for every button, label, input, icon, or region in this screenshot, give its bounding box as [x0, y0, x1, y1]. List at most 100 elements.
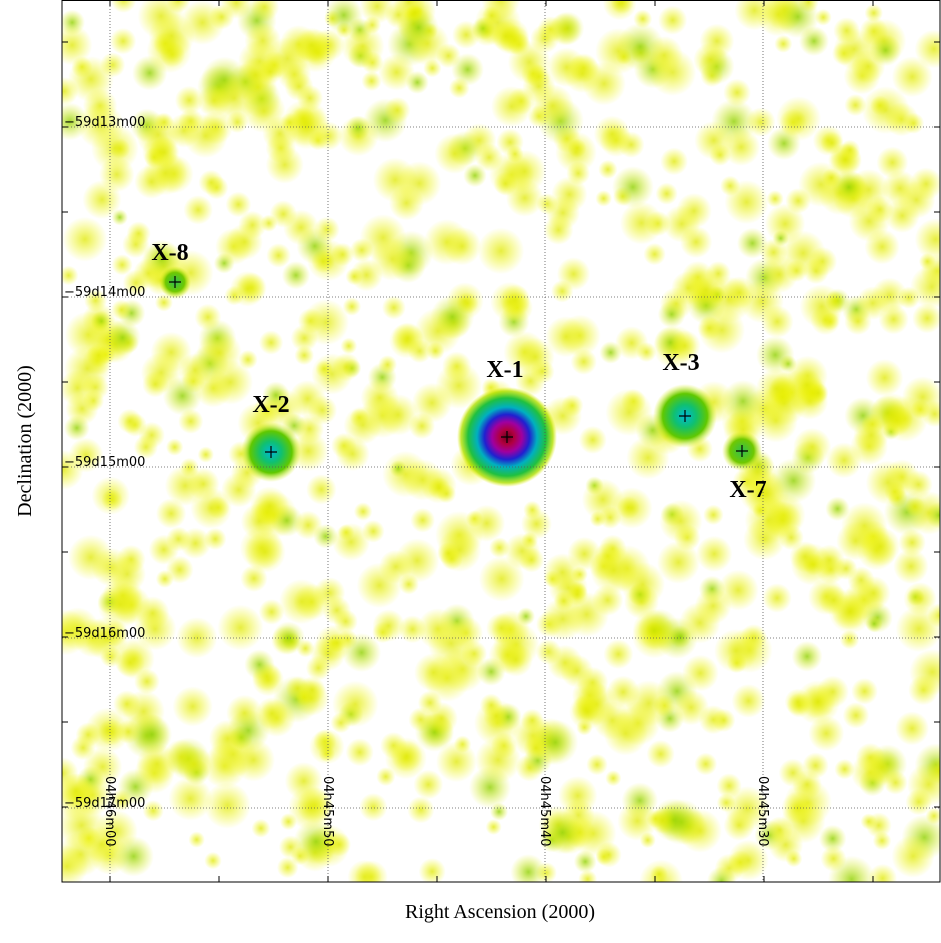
- noise-blob: [198, 446, 214, 462]
- noise-blob: [291, 847, 309, 865]
- noise-blob: [238, 211, 266, 239]
- noise-blob: [214, 253, 235, 274]
- noise-blob: [544, 215, 574, 245]
- noise-blob: [209, 4, 234, 29]
- noise-blob: [673, 689, 709, 725]
- noise-blob: [594, 116, 631, 153]
- noise-blob: [898, 529, 925, 556]
- noise-blob: [694, 753, 717, 776]
- noise-blob: [563, 55, 601, 93]
- noise-blob: [244, 22, 281, 59]
- noise-blob: [410, 508, 435, 533]
- noise-blob: [419, 858, 446, 885]
- noise-blob: [85, 708, 130, 753]
- noise-blob: [560, 654, 593, 687]
- noise-blob: [244, 649, 274, 679]
- noise-blob: [873, 831, 892, 850]
- noise-blob: [647, 740, 675, 768]
- noise-blob: [856, 576, 890, 610]
- noise-blob: [746, 107, 776, 137]
- noise-blob: [142, 371, 168, 397]
- noise-blob: [285, 762, 323, 800]
- noise-blob: [392, 322, 424, 354]
- noise-blob: [362, 71, 382, 91]
- noise-blob: [643, 243, 665, 265]
- noise-blob: [530, 359, 554, 383]
- noise-blob: [362, 520, 385, 543]
- noise-blob: [863, 748, 900, 785]
- noise-blob: [143, 800, 164, 821]
- noise-blob: [766, 190, 783, 207]
- noise-blob: [217, 605, 263, 651]
- noise-blob: [178, 409, 203, 434]
- noise-blob: [709, 144, 731, 166]
- noise-blob: [604, 712, 648, 756]
- noise-blob: [332, 353, 360, 381]
- noise-blob: [697, 316, 721, 340]
- ra-tick-label: 04h45m30: [755, 776, 770, 847]
- source-label: X-3: [662, 350, 699, 376]
- ra-tick-label: 04h46m00: [102, 776, 117, 847]
- noise-blob: [499, 643, 533, 677]
- noise-blob: [825, 497, 849, 521]
- ra-tick-label: 04h45m40: [537, 776, 552, 847]
- noise-blob: [346, 268, 364, 286]
- dec-tick-label: −59d16m00: [64, 626, 145, 641]
- noise-blob: [658, 300, 686, 328]
- noise-blob: [149, 137, 180, 168]
- noise-blob: [486, 819, 502, 835]
- noise-blob: [840, 140, 861, 161]
- noise-blob: [478, 228, 525, 275]
- noise-blob: [740, 280, 784, 324]
- noise-blob: [491, 21, 522, 52]
- noise-blob: [774, 35, 792, 53]
- noise-blob: [449, 78, 470, 99]
- noise-blob: [579, 426, 607, 454]
- source-label: X-7: [729, 477, 766, 503]
- noise-blob: [230, 271, 266, 307]
- y-axis-label: Declination (2000): [14, 365, 36, 517]
- noise-blob: [64, 415, 90, 441]
- noise-blob: [306, 474, 336, 504]
- noise-blob: [113, 836, 154, 877]
- noise-blob: [259, 330, 283, 354]
- noise-blob: [843, 702, 869, 728]
- noise-blob: [703, 505, 723, 525]
- noise-blob: [183, 114, 227, 158]
- noise-blob: [282, 261, 310, 289]
- noise-blob: [905, 789, 932, 816]
- noise-blob: [743, 518, 785, 560]
- noise-blob: [341, 338, 358, 355]
- noise-blob: [714, 629, 758, 673]
- noise-blob: [463, 164, 486, 187]
- noise-blob: [605, 770, 621, 786]
- noise-blob: [346, 116, 371, 141]
- noise-blob: [519, 547, 544, 572]
- noise-blob: [68, 535, 113, 580]
- noise-blob: [187, 468, 219, 500]
- noise-blob: [309, 729, 344, 764]
- noise-blob: [134, 669, 160, 695]
- noise-blob: [895, 711, 929, 745]
- noise-blob: [659, 500, 702, 543]
- noise-blob: [660, 148, 688, 176]
- noise-blob: [808, 715, 844, 751]
- noise-blob: [357, 563, 402, 608]
- noise-blob: [423, 59, 441, 77]
- noise-blob: [543, 553, 581, 591]
- noise-blob: [554, 591, 574, 611]
- noise-blob: [885, 198, 920, 233]
- noise-blob: [294, 511, 323, 540]
- noise-blob: [724, 180, 768, 224]
- noise-blob: [558, 776, 597, 815]
- noise-blob: [323, 596, 352, 625]
- noise-blob: [188, 831, 204, 847]
- noise-blob: [272, 621, 305, 654]
- noise-blob: [204, 852, 221, 869]
- noise-blob: [569, 693, 606, 730]
- noise-blob: [892, 835, 935, 878]
- noise-blob: [785, 689, 812, 716]
- noise-blob: [752, 502, 768, 518]
- noise-blob: [279, 579, 324, 624]
- noise-blob: [650, 865, 668, 883]
